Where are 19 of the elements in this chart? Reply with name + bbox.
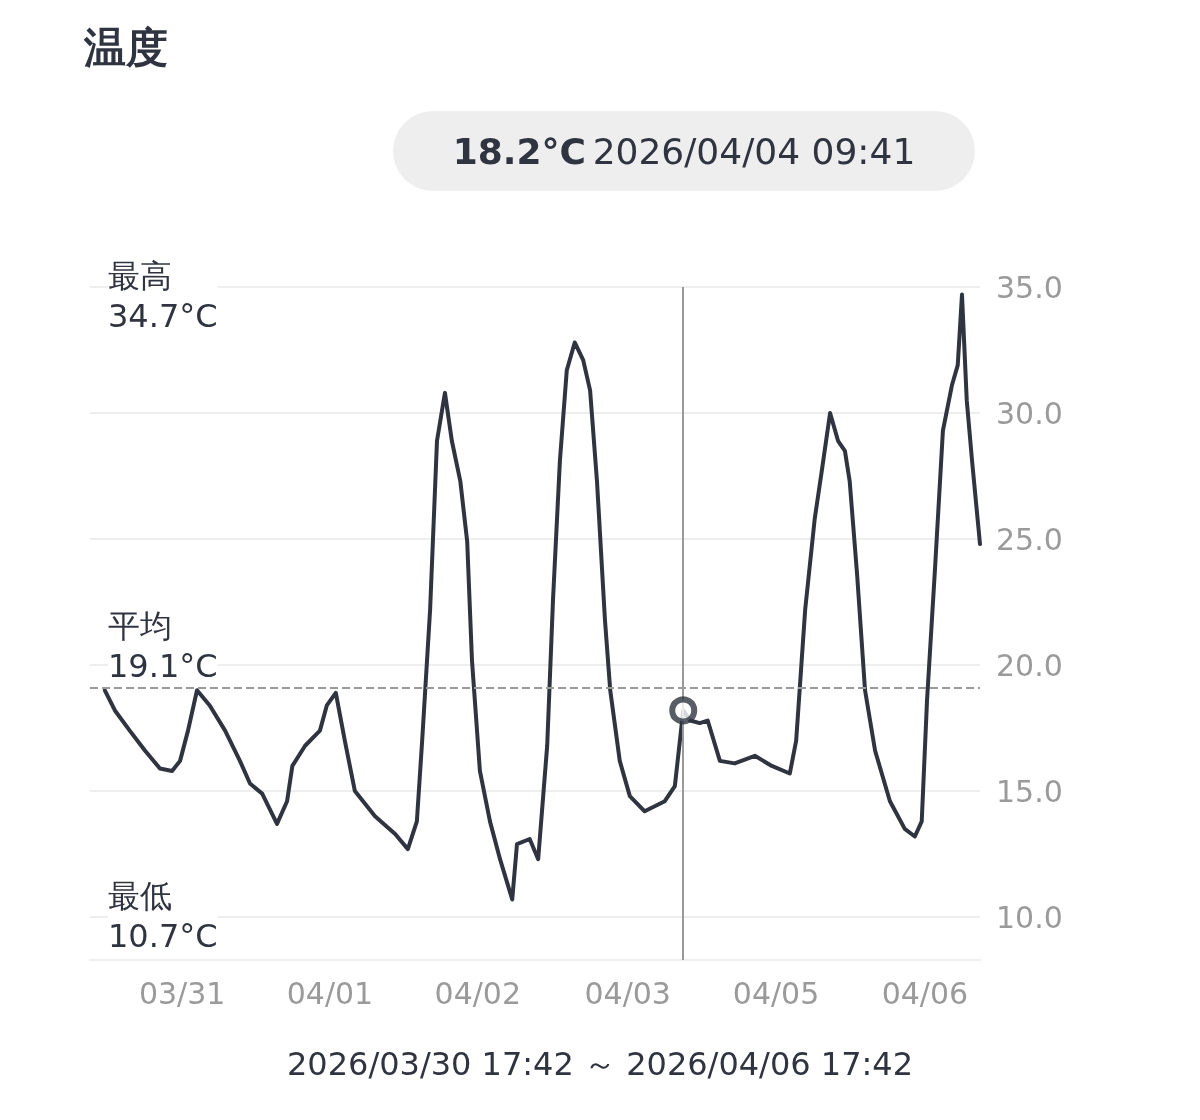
annotation: 最低 10.7°C [108, 877, 218, 955]
x-tick-label: 04/02 [434, 975, 522, 1011]
y-tick-label: 20.0 [996, 647, 1063, 683]
chart-title: 温度 [83, 22, 168, 72]
x-tick-label: 03/31 [138, 975, 226, 1011]
y-tick-label: 25.0 [996, 521, 1063, 557]
y-tick-label: 35.0 [996, 269, 1063, 305]
x-tick-label: 04/06 [881, 975, 969, 1011]
y-tick-label: 30.0 [996, 395, 1063, 431]
annotation: 最高 34.7°C [108, 257, 218, 335]
y-tick-label: 15.0 [996, 773, 1063, 809]
y-tick-label: 10.0 [996, 899, 1063, 935]
text: 2026/04/04 09:41 [592, 130, 916, 172]
x-tick-label: 04/03 [584, 975, 671, 1011]
x-tick-label: 04/01 [286, 975, 374, 1011]
x-axis-title: 2026/03/30 17:42 ～ 2026/04/06 17:42 [287, 1045, 913, 1083]
x-tick-label: 04/05 [732, 975, 820, 1011]
ref-line-label: 平均 19.1°C [108, 607, 218, 685]
text: 18.2°C [452, 130, 586, 172]
